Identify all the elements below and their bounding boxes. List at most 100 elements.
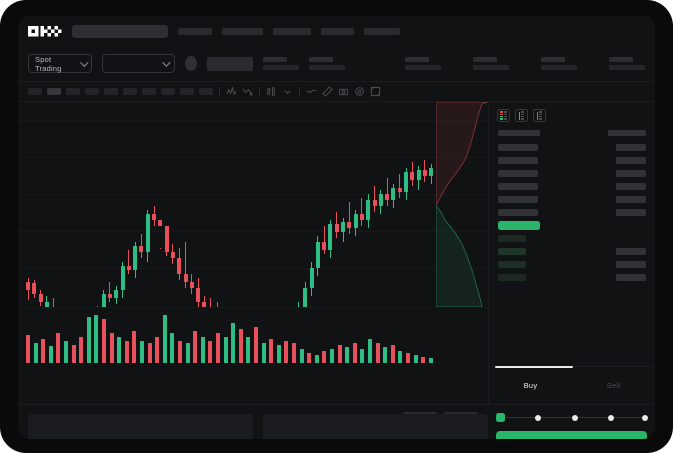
timeframe-button-3[interactable] [66, 88, 80, 95]
depth-bid-area [436, 205, 483, 307]
volume-bar [170, 333, 175, 363]
gridline-3 [18, 231, 488, 232]
ruler-icon[interactable] [322, 86, 333, 97]
order-book-ask-row[interactable] [489, 167, 655, 180]
nav-item-1[interactable] [178, 27, 212, 35]
volume-bar [299, 349, 304, 363]
timeframe-button-4[interactable] [85, 88, 99, 95]
timeframe-button-7[interactable] [142, 88, 156, 95]
order-book-spread [489, 219, 655, 232]
stat-5 [541, 57, 577, 70]
bid-size [498, 248, 526, 255]
gridline-2 [18, 194, 488, 195]
search-input[interactable] [72, 24, 168, 38]
ask-size [498, 209, 538, 216]
volume-bar [86, 317, 91, 363]
fullscreen-icon[interactable] [370, 86, 381, 97]
slider-stop-25[interactable] [535, 414, 542, 421]
volume-bar [322, 351, 327, 363]
camera-icon[interactable] [338, 86, 349, 97]
gridline-1 [18, 157, 488, 158]
volume-bar [360, 349, 365, 363]
nav-item-5[interactable] [364, 27, 400, 35]
order-book-ask-row[interactable] [489, 154, 655, 167]
slider-handle[interactable] [496, 413, 505, 422]
okx-logo[interactable] [28, 25, 62, 37]
bid-price [616, 274, 646, 281]
volume-bar [71, 345, 76, 363]
volume-bar [64, 341, 68, 363]
order-book-bid-row[interactable] [489, 232, 655, 245]
order-book-ask-row[interactable] [489, 180, 655, 193]
volume-bar [406, 353, 410, 363]
nav-item-4[interactable] [321, 27, 354, 35]
toolbar-divider [299, 87, 300, 96]
nav-item-2[interactable] [222, 27, 263, 35]
compare-icon[interactable] [242, 86, 253, 97]
volume-bar [147, 343, 152, 363]
active-tab-indicator [495, 366, 573, 368]
volume-chart[interactable] [18, 307, 488, 363]
bottom-card-1[interactable] [28, 414, 253, 439]
order-book-bid-row[interactable] [489, 258, 655, 271]
ask-price [616, 209, 646, 216]
chevron-down-icon[interactable] [282, 86, 293, 97]
app-screen: Spot Trading [18, 16, 655, 439]
ask-price [616, 144, 646, 151]
order-book-ask-row[interactable] [489, 141, 655, 154]
timeframe-button-9[interactable] [180, 88, 194, 95]
volume-bar [292, 343, 296, 363]
market-type-select[interactable]: Spot Trading [28, 54, 92, 73]
volume-bar [200, 337, 205, 363]
timeframe-button-1[interactable] [28, 88, 42, 95]
indicators-icon[interactable] [226, 86, 237, 97]
nav-item-3[interactable] [273, 27, 311, 35]
slider-stop-100[interactable] [642, 414, 649, 421]
timeframe-button-10[interactable] [199, 88, 213, 95]
chart-toolbar [18, 82, 655, 102]
order-book-mode-toggles [489, 102, 655, 127]
ask-size [498, 144, 538, 151]
depth-chart-overlay [436, 102, 488, 307]
volume-bar [48, 346, 53, 363]
volume-bar [193, 331, 198, 363]
volume-bar [330, 349, 334, 363]
volume-bar [109, 333, 114, 363]
timeframe-button-5[interactable] [104, 88, 118, 95]
okx-logo-icon [28, 25, 62, 36]
book-mode-bids-icon[interactable] [515, 109, 528, 122]
volume-bar [140, 341, 144, 363]
depth-ask-area [436, 102, 488, 207]
volume-bar [383, 347, 388, 363]
timeframe-button-2[interactable] [47, 88, 61, 95]
volume-bar [132, 331, 137, 363]
volume-bar [26, 335, 30, 363]
volume-bar [185, 343, 190, 363]
trading-pair-select[interactable] [102, 54, 175, 73]
gridline-0 [18, 120, 488, 121]
ask-price [616, 196, 646, 203]
timeframe-button-8[interactable] [161, 88, 175, 95]
slider-stop-75[interactable] [607, 414, 614, 421]
bottom-card-2[interactable] [263, 414, 488, 439]
percent-slider[interactable] [496, 413, 649, 423]
volume-bar [124, 341, 129, 363]
tab-sell[interactable]: Sell [606, 381, 621, 390]
chart-type-icon[interactable] [266, 86, 277, 97]
order-book-ask-row[interactable] [489, 206, 655, 219]
tab-buy[interactable]: Buy [523, 381, 538, 390]
candlestick-chart[interactable] [18, 102, 488, 307]
settings-icon[interactable] [354, 86, 365, 97]
slider-stop-50[interactable] [571, 414, 578, 421]
order-book-ask-row[interactable] [489, 193, 655, 206]
submit-order-button[interactable] [496, 431, 647, 439]
order-book-panel: Buy Sell [488, 102, 655, 404]
volume-bar [345, 347, 350, 363]
book-mode-both-icon[interactable] [497, 109, 510, 122]
book-mode-asks-icon[interactable] [533, 109, 546, 122]
order-book-bid-row[interactable] [489, 271, 655, 284]
volume-bar [178, 341, 182, 363]
line-chart-icon[interactable] [306, 86, 317, 97]
timeframe-button-6[interactable] [123, 88, 137, 95]
order-book-bid-row[interactable] [489, 245, 655, 258]
